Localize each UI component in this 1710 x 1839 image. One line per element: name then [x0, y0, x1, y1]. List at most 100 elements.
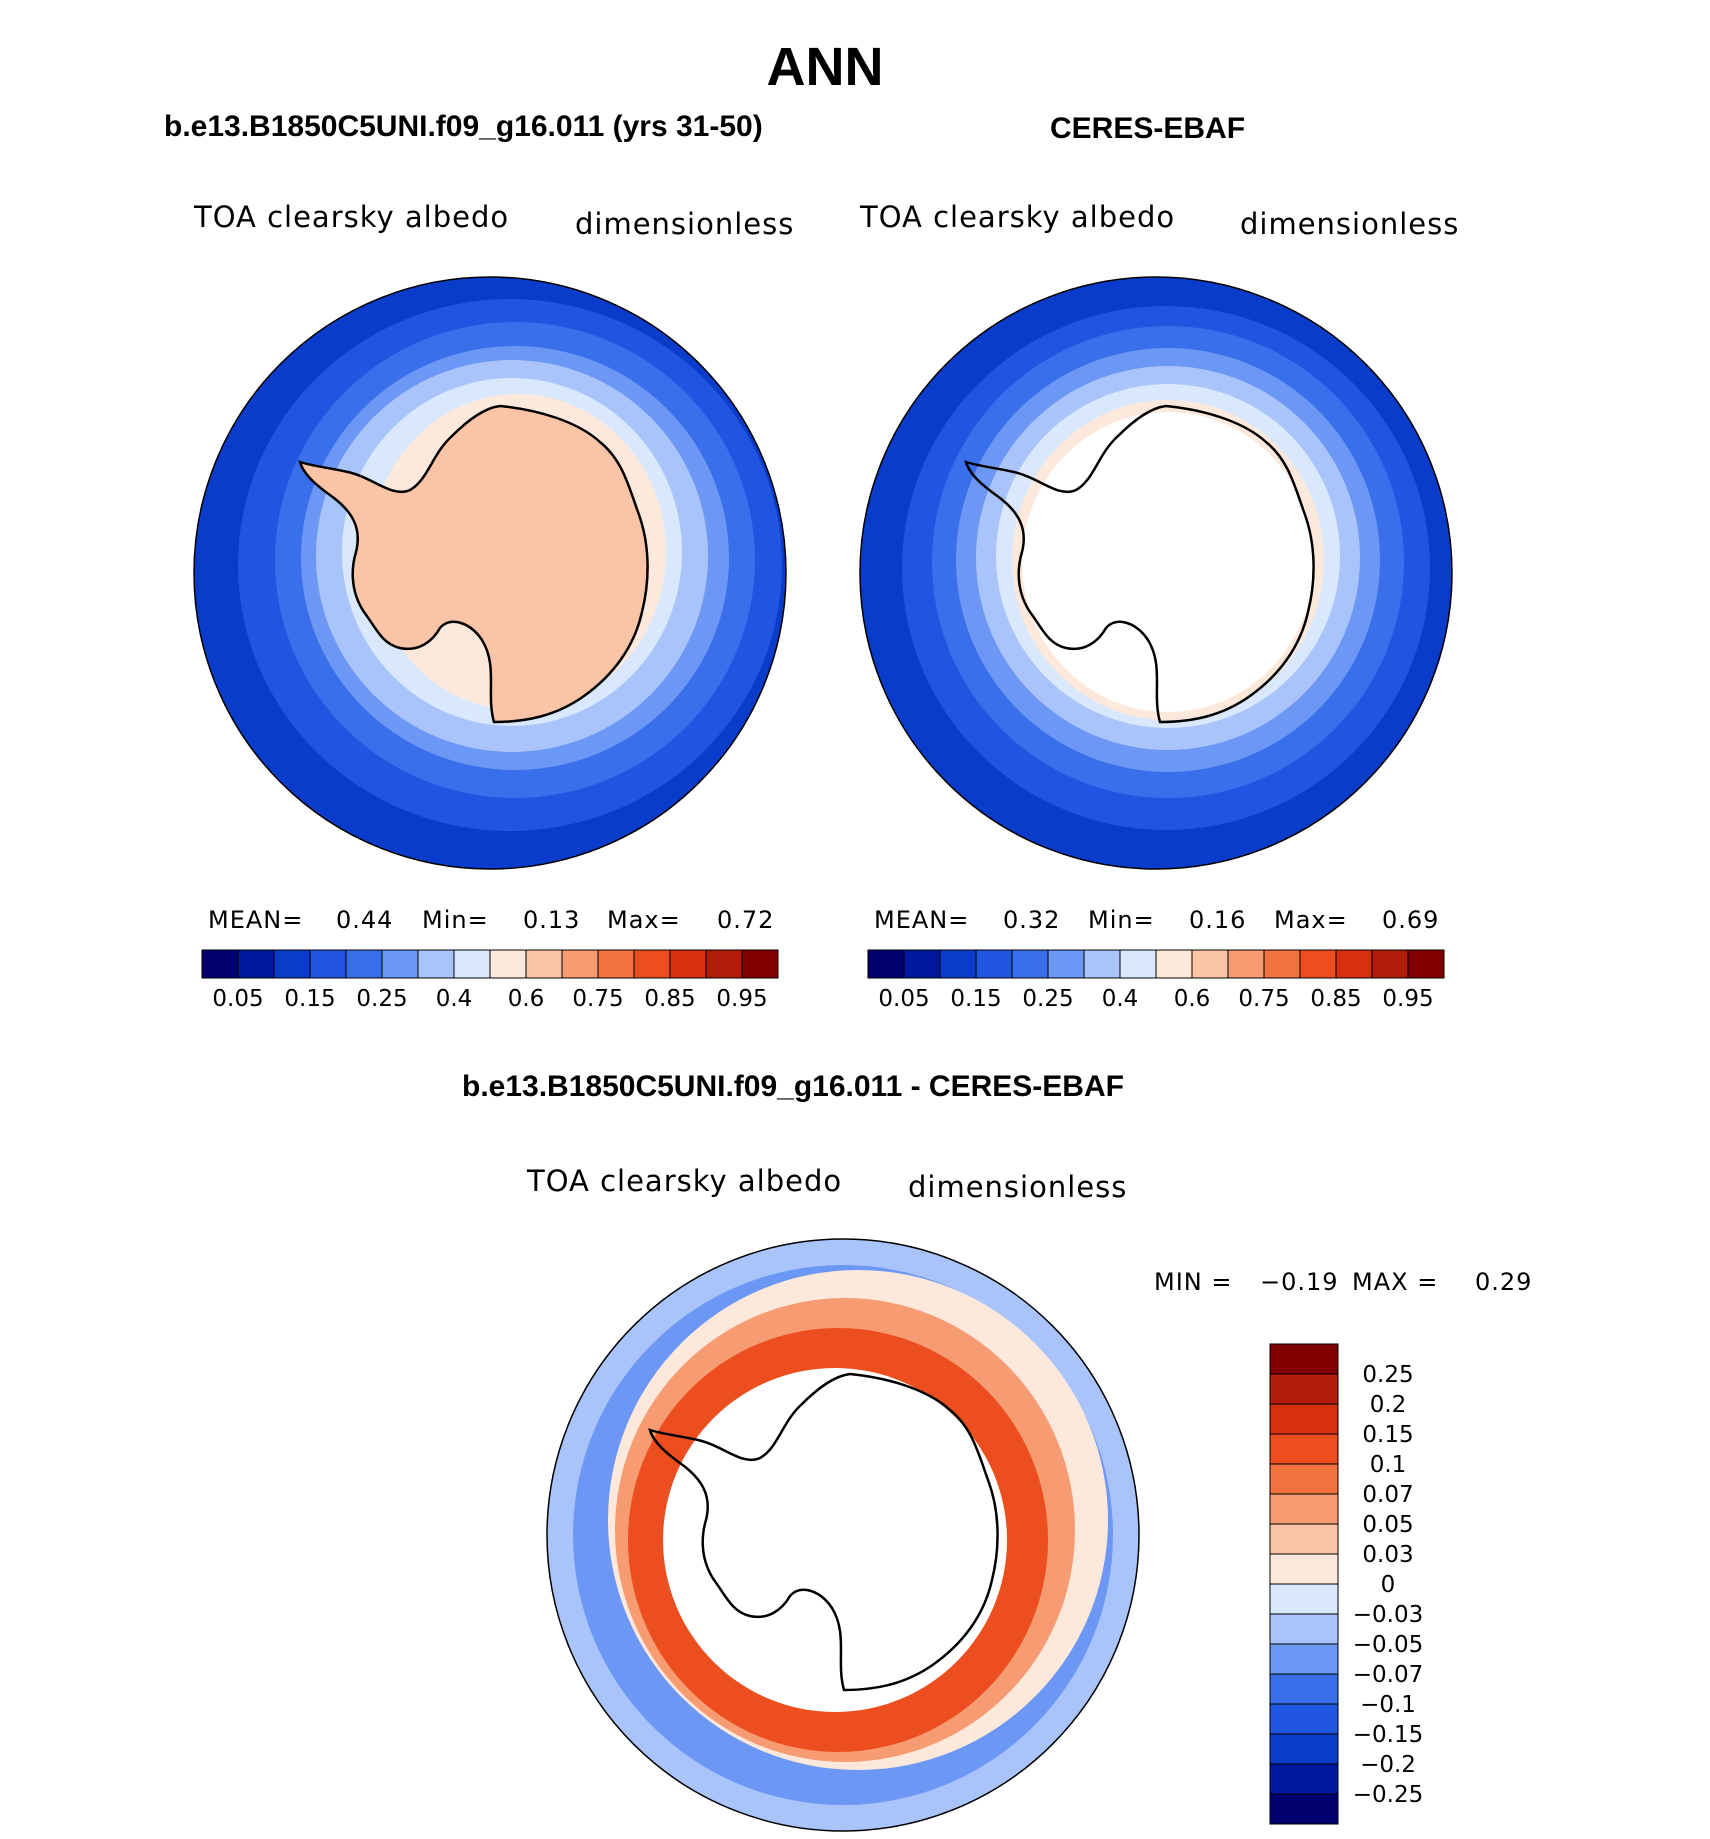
- diff-units: dimensionless: [908, 1170, 1128, 1204]
- model-map: [193, 276, 787, 870]
- colorbar-model-label-0: 0.05: [212, 986, 263, 1012]
- diff-max-value: 0.29: [1475, 1268, 1533, 1296]
- colorbar-model-label-4: 0.6: [508, 986, 545, 1012]
- colorbar-model-swatch-0: [201, 949, 239, 979]
- colorbar-diff-swatch-15: [1269, 1793, 1339, 1825]
- panel1-mean-label: MEAN=: [208, 906, 304, 934]
- panel1-max-label: Max=: [607, 906, 681, 934]
- panel2-mean-label: MEAN=: [874, 906, 970, 934]
- colorbar-diff: 0.25 0.2 0.15 0.1 0.07 0.05 0.03 0 −0.03 −0.05 −0.…: [1269, 1343, 1423, 1825]
- colorbar-diff-label-10: −0.07: [1353, 1662, 1423, 1688]
- colorbar-diff-swatch-10: [1269, 1643, 1339, 1675]
- diff-variable: TOA clearsky albedo: [527, 1164, 843, 1198]
- colorbar-model-label-5: 0.75: [572, 986, 623, 1012]
- colorbar-diff-swatch-2: [1269, 1403, 1339, 1435]
- panel2-max-value: 0.69: [1382, 906, 1440, 934]
- panel2-mean-value: 0.32: [1003, 906, 1061, 934]
- colorbar-obs-swatch-14: [1371, 949, 1409, 979]
- colorbar-diff-label-5: 0.05: [1362, 1512, 1413, 1538]
- colorbar-model-swatch-14: [705, 949, 743, 979]
- colorbar-diff-swatch-1: [1269, 1373, 1339, 1405]
- colorbar-obs-swatch-10: [1227, 949, 1265, 979]
- colorbar-model-label-2: 0.25: [356, 986, 407, 1012]
- colorbar-diff-label-1: 0.2: [1370, 1392, 1407, 1418]
- main-title: ANN: [766, 37, 884, 97]
- colorbar-obs-label-4: 0.6: [1174, 986, 1211, 1012]
- diff-min-value: −0.19: [1260, 1268, 1339, 1296]
- colorbar-diff-label-13: −0.2: [1360, 1752, 1416, 1778]
- colorbar-model-swatch-5: [381, 949, 419, 979]
- colorbar-diff-swatch-5: [1269, 1493, 1339, 1525]
- panel2-min-label: Min=: [1088, 906, 1155, 934]
- colorbar-model-swatch-6: [417, 949, 455, 979]
- colorbar-model-label-3: 0.4: [436, 986, 473, 1012]
- colorbar-diff-swatch-3: [1269, 1433, 1339, 1465]
- colorbar-obs-swatch-11: [1263, 949, 1301, 979]
- colorbar-model-swatch-2: [273, 949, 311, 979]
- diff-subtitle: b.e13.B1850C5UNI.f09_g16.011 - CERES-EBA…: [462, 1070, 1124, 1103]
- colorbar-obs-swatch-9: [1191, 949, 1229, 979]
- diff-min-label: MIN =: [1154, 1268, 1233, 1296]
- colorbar-model-swatch-15: [741, 949, 779, 979]
- colorbar-diff-label-4: 0.07: [1362, 1482, 1413, 1508]
- colorbar-model-label-6: 0.85: [644, 986, 695, 1012]
- panel1-min-label: Min=: [422, 906, 489, 934]
- colorbar-model-swatch-3: [309, 949, 347, 979]
- colorbar-model-label-1: 0.15: [284, 986, 335, 1012]
- colorbar-model-swatch-11: [597, 949, 635, 979]
- colorbar-model-label-7: 0.95: [716, 986, 767, 1012]
- obs-map-border: [859, 276, 1453, 870]
- panel1-mean-value: 0.44: [336, 906, 394, 934]
- colorbar-obs-swatch-1: [903, 949, 941, 979]
- colorbar-obs-swatch-15: [1407, 949, 1445, 979]
- colorbar-model-swatch-10: [561, 949, 599, 979]
- colorbar-obs-swatch-12: [1299, 949, 1337, 979]
- panel2-units: dimensionless: [1240, 207, 1460, 241]
- colorbar-obs-swatch-4: [1011, 949, 1049, 979]
- colorbar-obs-label-3: 0.4: [1102, 986, 1139, 1012]
- colorbar-obs-label-0: 0.05: [878, 986, 929, 1012]
- diff-max-label: MAX =: [1352, 1268, 1439, 1296]
- panel2-subtitle: CERES-EBAF: [1050, 112, 1246, 145]
- colorbar-diff-label-14: −0.25: [1353, 1782, 1423, 1808]
- colorbar-diff-swatch-6: [1269, 1523, 1339, 1555]
- colorbar-diff-label-3: 0.1: [1370, 1452, 1407, 1478]
- colorbar-obs-label-7: 0.95: [1382, 986, 1433, 1012]
- colorbar-diff-swatch-9: [1269, 1613, 1339, 1645]
- colorbar-obs-swatch-8: [1155, 949, 1193, 979]
- colorbar-model-swatch-13: [669, 949, 707, 979]
- colorbar-model: 0.05 0.15 0.25 0.4 0.6 0.75 0.85 0.95: [201, 949, 779, 1012]
- colorbar-obs-label-2: 0.25: [1022, 986, 1073, 1012]
- model-map-border: [193, 276, 787, 870]
- panel2-max-label: Max=: [1274, 906, 1348, 934]
- colorbar-diff-swatch-13: [1269, 1733, 1339, 1765]
- colorbar-model-swatch-1: [237, 949, 275, 979]
- colorbar-obs-swatch-7: [1119, 949, 1157, 979]
- colorbar-diff-label-11: −0.1: [1360, 1692, 1416, 1718]
- colorbar-model-swatch-7: [453, 949, 491, 979]
- colorbar-diff-swatch-14: [1269, 1763, 1339, 1795]
- colorbar-obs-swatch-13: [1335, 949, 1373, 979]
- diff-map-border: [546, 1238, 1140, 1832]
- obs-map: [859, 276, 1453, 870]
- colorbar-obs-label-5: 0.75: [1238, 986, 1289, 1012]
- panel1-min-value: 0.13: [523, 906, 581, 934]
- panel2-min-value: 0.16: [1189, 906, 1247, 934]
- colorbar-diff-label-12: −0.15: [1353, 1722, 1423, 1748]
- colorbar-diff-swatch-7: [1269, 1553, 1339, 1585]
- panel1-max-value: 0.72: [717, 906, 775, 934]
- panel1-subtitle: b.e13.B1850C5UNI.f09_g16.011 (yrs 31-50): [164, 110, 763, 143]
- panel1-units: dimensionless: [575, 207, 795, 241]
- colorbar-diff-swatch-8: [1269, 1583, 1339, 1615]
- colorbar-diff-swatch-12: [1269, 1703, 1339, 1735]
- colorbar-model-swatch-12: [633, 949, 671, 979]
- colorbar-diff-swatch-11: [1269, 1673, 1339, 1705]
- colorbar-diff-swatch-0: [1269, 1343, 1339, 1375]
- colorbar-diff-label-7: 0: [1381, 1572, 1396, 1598]
- panel2-variable: TOA clearsky albedo: [860, 200, 1176, 234]
- diff-map: [546, 1238, 1140, 1832]
- colorbar-obs-swatch-5: [1047, 949, 1085, 979]
- panel1-variable: TOA clearsky albedo: [194, 200, 510, 234]
- colorbar-obs-label-1: 0.15: [950, 986, 1001, 1012]
